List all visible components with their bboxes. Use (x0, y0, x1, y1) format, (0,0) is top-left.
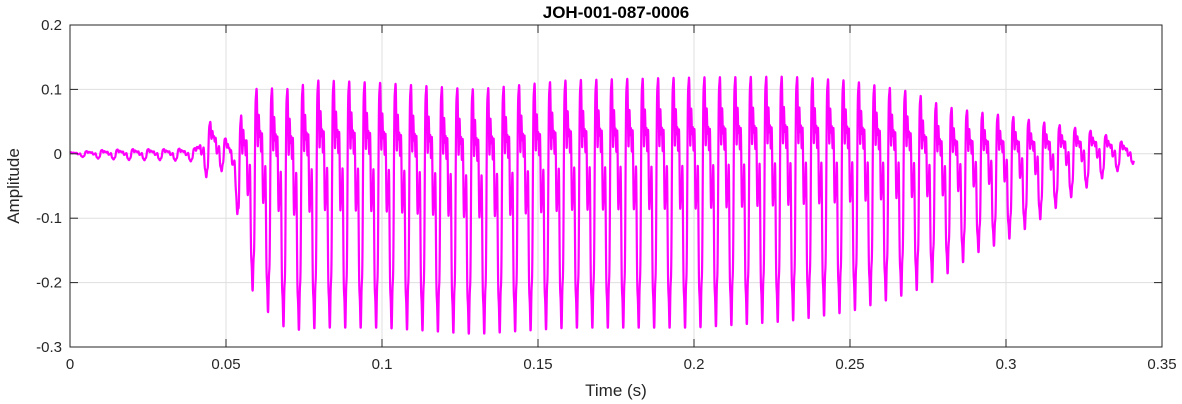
waveform-series (69, 75, 1135, 335)
y-tick-label: 0.1 (41, 81, 62, 98)
x-tick-label: 0.35 (1147, 356, 1176, 373)
x-tick-label: 0.05 (211, 356, 240, 373)
y-tick-labels: -0.3 -0.2 -0.1 0 0.1 0.2 (36, 17, 62, 356)
y-axis-label: Amplitude (4, 148, 23, 224)
x-tick-label: 0.2 (684, 356, 705, 373)
x-tick-label: 0.25 (835, 356, 864, 373)
y-tick-label: -0.3 (36, 339, 62, 356)
x-tick-label: 0.3 (996, 356, 1017, 373)
waveform-line (69, 75, 1135, 335)
x-tick-labels: 0 0.05 0.1 0.15 0.2 0.25 0.3 0.35 (66, 356, 1177, 373)
y-tick-label: -0.2 (36, 275, 62, 292)
x-tick-label: 0 (66, 356, 74, 373)
y-tick-label: 0.2 (41, 17, 62, 34)
y-tick-label: 0 (54, 146, 62, 163)
chart-title: JOH-001-087-0006 (543, 3, 689, 22)
axes-box (69, 24, 1163, 348)
y-tick-label: -0.1 (36, 210, 62, 227)
plot-background (70, 25, 1162, 347)
axis-ticks (69, 24, 1163, 348)
x-axis-label: Time (s) (585, 381, 647, 400)
x-tick-label: 0.15 (523, 356, 552, 373)
x-tick-label: 0.1 (372, 356, 393, 373)
